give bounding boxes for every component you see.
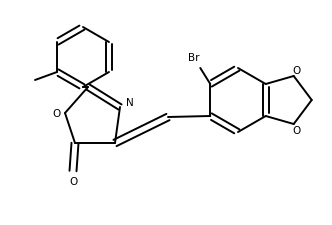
Text: N: N xyxy=(126,98,134,108)
Text: Br: Br xyxy=(188,53,200,63)
Text: O: O xyxy=(292,66,301,76)
Text: O: O xyxy=(52,108,60,119)
Text: O: O xyxy=(69,176,77,186)
Text: O: O xyxy=(292,126,301,135)
